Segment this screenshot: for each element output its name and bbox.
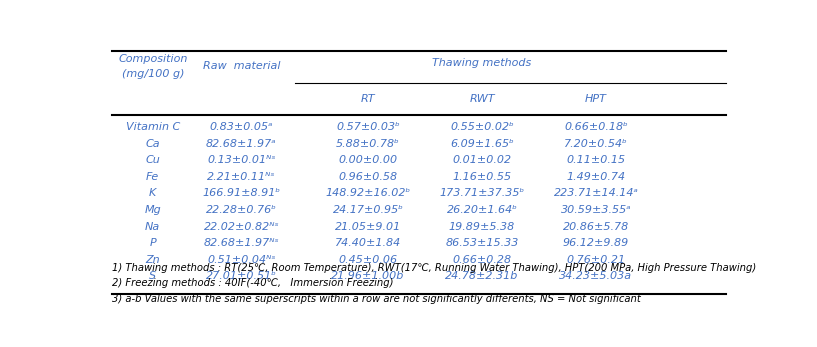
Text: 0.01±0.02: 0.01±0.02 xyxy=(453,155,511,165)
Text: 30.59±3.55ᵃ: 30.59±3.55ᵃ xyxy=(560,205,632,215)
Text: 24.78±2.31b: 24.78±2.31b xyxy=(445,271,519,281)
Text: 0.13±0.01ᴺˢ: 0.13±0.01ᴺˢ xyxy=(208,155,275,165)
Text: 0.96±0.58: 0.96±0.58 xyxy=(338,172,398,182)
Text: 34.23±5.03a: 34.23±5.03a xyxy=(560,271,632,281)
Text: P: P xyxy=(150,238,156,248)
Text: 86.53±15.33: 86.53±15.33 xyxy=(445,238,519,248)
Text: 82.68±1.97ᵃ: 82.68±1.97ᵃ xyxy=(206,139,277,149)
Text: S: S xyxy=(150,271,156,281)
Text: 26.20±1.64ᵇ: 26.20±1.64ᵇ xyxy=(447,205,517,215)
Text: 22.02±0.82ᴺˢ: 22.02±0.82ᴺˢ xyxy=(203,221,279,231)
Text: 20.86±5.78: 20.86±5.78 xyxy=(563,221,629,231)
Text: 3) a-b Values with the same superscripts within a row are not significantly diff: 3) a-b Values with the same superscripts… xyxy=(112,294,641,304)
Text: 21.05±9.01: 21.05±9.01 xyxy=(335,221,401,231)
Text: HPT: HPT xyxy=(585,94,607,104)
Text: 24.17±0.95ᵇ: 24.17±0.95ᵇ xyxy=(333,205,404,215)
Text: 1.16±0.55: 1.16±0.55 xyxy=(453,172,511,182)
Text: 2) Freezing methods : 40IF(-40℃,   Immersion Freezing): 2) Freezing methods : 40IF(-40℃, Immersi… xyxy=(112,278,393,288)
Text: Fe: Fe xyxy=(146,172,159,182)
Text: Ca: Ca xyxy=(145,139,160,149)
Text: 5.88±0.78ᵇ: 5.88±0.78ᵇ xyxy=(336,139,400,149)
Text: Na: Na xyxy=(145,221,160,231)
Text: Cu: Cu xyxy=(145,155,160,165)
Text: 148.92±16.02ᵇ: 148.92±16.02ᵇ xyxy=(325,188,411,198)
Text: 82.68±1.97ᴺˢ: 82.68±1.97ᴺˢ xyxy=(203,238,279,248)
Text: 1.49±0.74: 1.49±0.74 xyxy=(566,172,626,182)
Text: 22.28±0.76ᵇ: 22.28±0.76ᵇ xyxy=(206,205,277,215)
Text: 0.57±0.03ᵇ: 0.57±0.03ᵇ xyxy=(336,122,400,132)
Text: RT: RT xyxy=(361,94,375,104)
Text: 0.51±0.04ᴺˢ: 0.51±0.04ᴺˢ xyxy=(208,255,275,265)
Text: 2.21±0.11ᴺˢ: 2.21±0.11ᴺˢ xyxy=(208,172,275,182)
Text: 0.55±0.02ᵇ: 0.55±0.02ᵇ xyxy=(450,122,514,132)
Text: 74.40±1.84: 74.40±1.84 xyxy=(335,238,401,248)
Text: 223.71±14.14ᵃ: 223.71±14.14ᵃ xyxy=(554,188,638,198)
Text: Vitamin C: Vitamin C xyxy=(126,122,180,132)
Text: 7.20±0.54ᵇ: 7.20±0.54ᵇ xyxy=(564,139,628,149)
Text: 0.66±0.18ᵇ: 0.66±0.18ᵇ xyxy=(564,122,628,132)
Text: 0.83±0.05ᵃ: 0.83±0.05ᵃ xyxy=(210,122,273,132)
Text: 0.11±0.15: 0.11±0.15 xyxy=(566,155,626,165)
Text: 19.89±5.38: 19.89±5.38 xyxy=(449,221,516,231)
Text: 0.76±0.21: 0.76±0.21 xyxy=(566,255,626,265)
Text: 166.91±8.91ᵇ: 166.91±8.91ᵇ xyxy=(203,188,280,198)
Text: Zn: Zn xyxy=(145,255,160,265)
Text: 0.66±0.28: 0.66±0.28 xyxy=(453,255,511,265)
Text: 0.45±0.06: 0.45±0.06 xyxy=(338,255,398,265)
Text: RWT: RWT xyxy=(469,94,495,104)
Text: 173.71±37.35ᵇ: 173.71±37.35ᵇ xyxy=(440,188,525,198)
Text: Thawing methods: Thawing methods xyxy=(432,58,532,68)
Text: 27.01±0.51ᵇ: 27.01±0.51ᵇ xyxy=(206,271,277,281)
Text: K: K xyxy=(150,188,156,198)
Text: 1) Thawing methods : RT(25℃, Room Temperature), RWT(17℃, Running Water Thawing),: 1) Thawing methods : RT(25℃, Room Temper… xyxy=(112,263,756,273)
Text: (mg/100 g): (mg/100 g) xyxy=(122,69,184,79)
Text: 6.09±1.65ᵇ: 6.09±1.65ᵇ xyxy=(450,139,514,149)
Text: 96.12±9.89: 96.12±9.89 xyxy=(563,238,629,248)
Text: Raw  material: Raw material xyxy=(203,61,280,71)
Text: Composition: Composition xyxy=(118,54,187,64)
Text: Mg: Mg xyxy=(145,205,161,215)
Text: 21.96±1.00b: 21.96±1.00b xyxy=(332,271,404,281)
Text: 0.00±0.00: 0.00±0.00 xyxy=(338,155,398,165)
